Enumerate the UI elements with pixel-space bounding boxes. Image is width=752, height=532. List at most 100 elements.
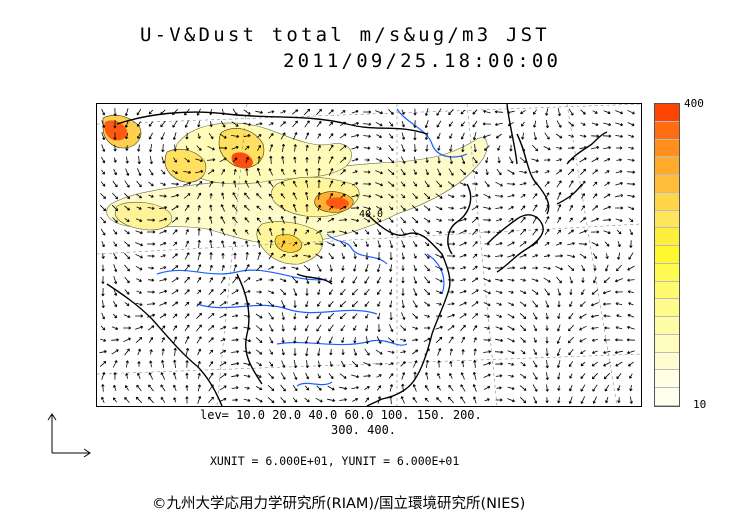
wind-vector xyxy=(591,242,599,247)
wind-vector xyxy=(545,312,549,320)
wind-vector xyxy=(281,348,285,356)
wind-vector xyxy=(268,312,274,320)
wind-vector xyxy=(568,180,574,188)
wind-vector xyxy=(495,374,503,378)
wind-vector xyxy=(556,146,563,150)
wind-vector xyxy=(447,313,455,318)
wind-vector xyxy=(184,252,190,260)
wind-vector xyxy=(388,121,394,127)
wind-vector xyxy=(113,168,117,176)
wind-vector xyxy=(255,313,263,319)
wind-vector xyxy=(460,396,466,404)
wind-vector xyxy=(459,229,467,234)
wind-vector xyxy=(363,146,371,150)
wind-vector xyxy=(424,288,431,296)
wind-vector xyxy=(447,181,455,187)
wind-vector xyxy=(196,324,202,332)
wind-vector xyxy=(281,300,286,309)
wind-vector xyxy=(591,217,599,222)
wind-vector xyxy=(449,144,453,152)
wind-vector xyxy=(494,110,504,114)
wind-vector xyxy=(196,277,202,283)
wind-vector xyxy=(101,276,105,285)
wind-vector xyxy=(197,205,201,211)
wind-vector xyxy=(617,241,621,248)
wind-vector xyxy=(508,206,514,210)
wind-vector xyxy=(495,122,503,126)
wind-vector xyxy=(291,266,299,270)
wind-vector xyxy=(136,108,142,116)
wind-vector xyxy=(317,204,321,212)
wind-vector xyxy=(412,228,418,236)
wind-vector xyxy=(567,336,574,344)
wind-vector xyxy=(147,278,155,282)
wind-vector xyxy=(472,384,477,392)
wind-vector xyxy=(172,313,178,319)
wind-vector xyxy=(148,109,154,115)
wind-vector xyxy=(197,228,201,236)
wind-vector xyxy=(616,264,622,272)
wind-vector xyxy=(161,359,165,368)
wind-vector xyxy=(508,290,514,294)
wind-vector xyxy=(99,361,107,367)
wind-vector xyxy=(413,371,417,380)
wind-vector xyxy=(617,397,621,404)
wind-vector xyxy=(520,324,527,332)
wind-vector xyxy=(220,228,226,236)
wind-vector xyxy=(483,230,491,234)
wind-vector xyxy=(183,170,191,174)
wind-vector xyxy=(482,134,491,139)
wind-vector xyxy=(353,241,357,247)
wind-vector xyxy=(255,302,263,306)
wind-vector xyxy=(195,158,203,163)
wind-vector xyxy=(329,289,333,295)
wind-vector xyxy=(459,301,467,306)
wind-vector xyxy=(495,398,503,402)
wind-vector xyxy=(351,194,359,198)
wind-vector xyxy=(629,240,633,248)
wind-vector xyxy=(435,325,443,330)
wind-vector xyxy=(113,157,117,163)
wind-vector xyxy=(507,194,515,198)
wind-vector xyxy=(615,218,623,222)
wind-vector xyxy=(363,362,371,367)
wind-vector xyxy=(231,121,239,127)
wind-vector xyxy=(328,301,334,308)
wind-vector xyxy=(569,301,573,308)
wind-vector xyxy=(627,122,635,127)
wind-vector xyxy=(281,324,285,332)
wind-vector xyxy=(112,360,118,368)
wind-vector xyxy=(472,325,478,331)
wind-vector xyxy=(363,170,371,174)
wind-vector xyxy=(424,253,430,259)
wind-vector xyxy=(100,181,106,187)
wind-vector xyxy=(101,264,105,272)
colorbar-segment xyxy=(655,299,679,317)
wind-vector xyxy=(353,348,358,356)
wind-vector xyxy=(400,156,406,164)
wind-vector xyxy=(545,359,549,369)
wind-vector xyxy=(221,109,225,116)
wind-vector xyxy=(221,264,225,271)
wind-vector xyxy=(520,205,526,211)
wind-vector xyxy=(303,242,311,246)
wind-vector xyxy=(113,108,117,117)
wind-vector xyxy=(567,146,575,150)
wind-vector xyxy=(280,121,286,127)
wind-vector xyxy=(400,193,406,199)
wind-vector xyxy=(532,254,539,258)
wind-vector xyxy=(627,206,635,210)
wind-vector xyxy=(509,133,513,139)
wind-vector xyxy=(208,132,214,140)
wind-vector xyxy=(412,360,418,368)
wind-vector xyxy=(615,338,623,342)
wind-vector xyxy=(303,254,311,258)
wind-vector xyxy=(389,264,393,272)
wind-vector xyxy=(375,121,383,127)
wind-vector xyxy=(329,193,333,199)
wind-vector xyxy=(352,313,358,319)
wind-vector xyxy=(364,386,370,390)
wind-vector xyxy=(184,301,190,307)
wind-vector xyxy=(557,385,561,391)
wind-vector xyxy=(305,288,309,296)
